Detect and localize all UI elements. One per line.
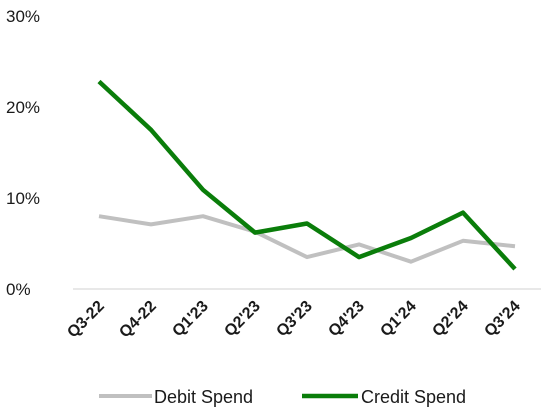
y-tick-label: 10% bbox=[6, 189, 40, 208]
y-tick-label: 30% bbox=[6, 7, 40, 26]
x-tick-label: Q3'23 bbox=[273, 298, 315, 340]
x-tick-label: Q4'23 bbox=[325, 298, 367, 340]
series-line-debit bbox=[98, 214, 516, 264]
series-line-credit bbox=[97, 79, 517, 271]
legend-item-credit: Credit Spend bbox=[302, 387, 466, 407]
legend-item-debit: Debit Spend bbox=[99, 387, 253, 407]
y-tick-label: 0% bbox=[6, 280, 31, 299]
y-tick-label: 20% bbox=[6, 98, 40, 117]
x-tick-label: Q2'24 bbox=[429, 298, 471, 340]
y-axis: 0% 10% 20% 30% bbox=[6, 7, 40, 299]
x-tick-label: Q3'24 bbox=[481, 298, 523, 340]
x-tick-label: Q1'24 bbox=[377, 298, 419, 340]
x-tick-label: Q4-22 bbox=[116, 298, 160, 342]
legend: Debit Spend Credit Spend bbox=[99, 387, 466, 407]
x-tick-label: Q1'23 bbox=[169, 298, 211, 340]
legend-label-debit: Debit Spend bbox=[154, 387, 253, 407]
x-tick-label: Q3-22 bbox=[64, 298, 108, 342]
legend-label-credit: Credit Spend bbox=[361, 387, 466, 407]
x-axis: Q3-22 Q4-22 Q1'23 Q2'23 Q3'23 Q4'23 Q1'24 Q2'24… bbox=[64, 288, 541, 342]
series-layer bbox=[97, 79, 517, 271]
x-tick-label: Q2'23 bbox=[221, 298, 263, 340]
